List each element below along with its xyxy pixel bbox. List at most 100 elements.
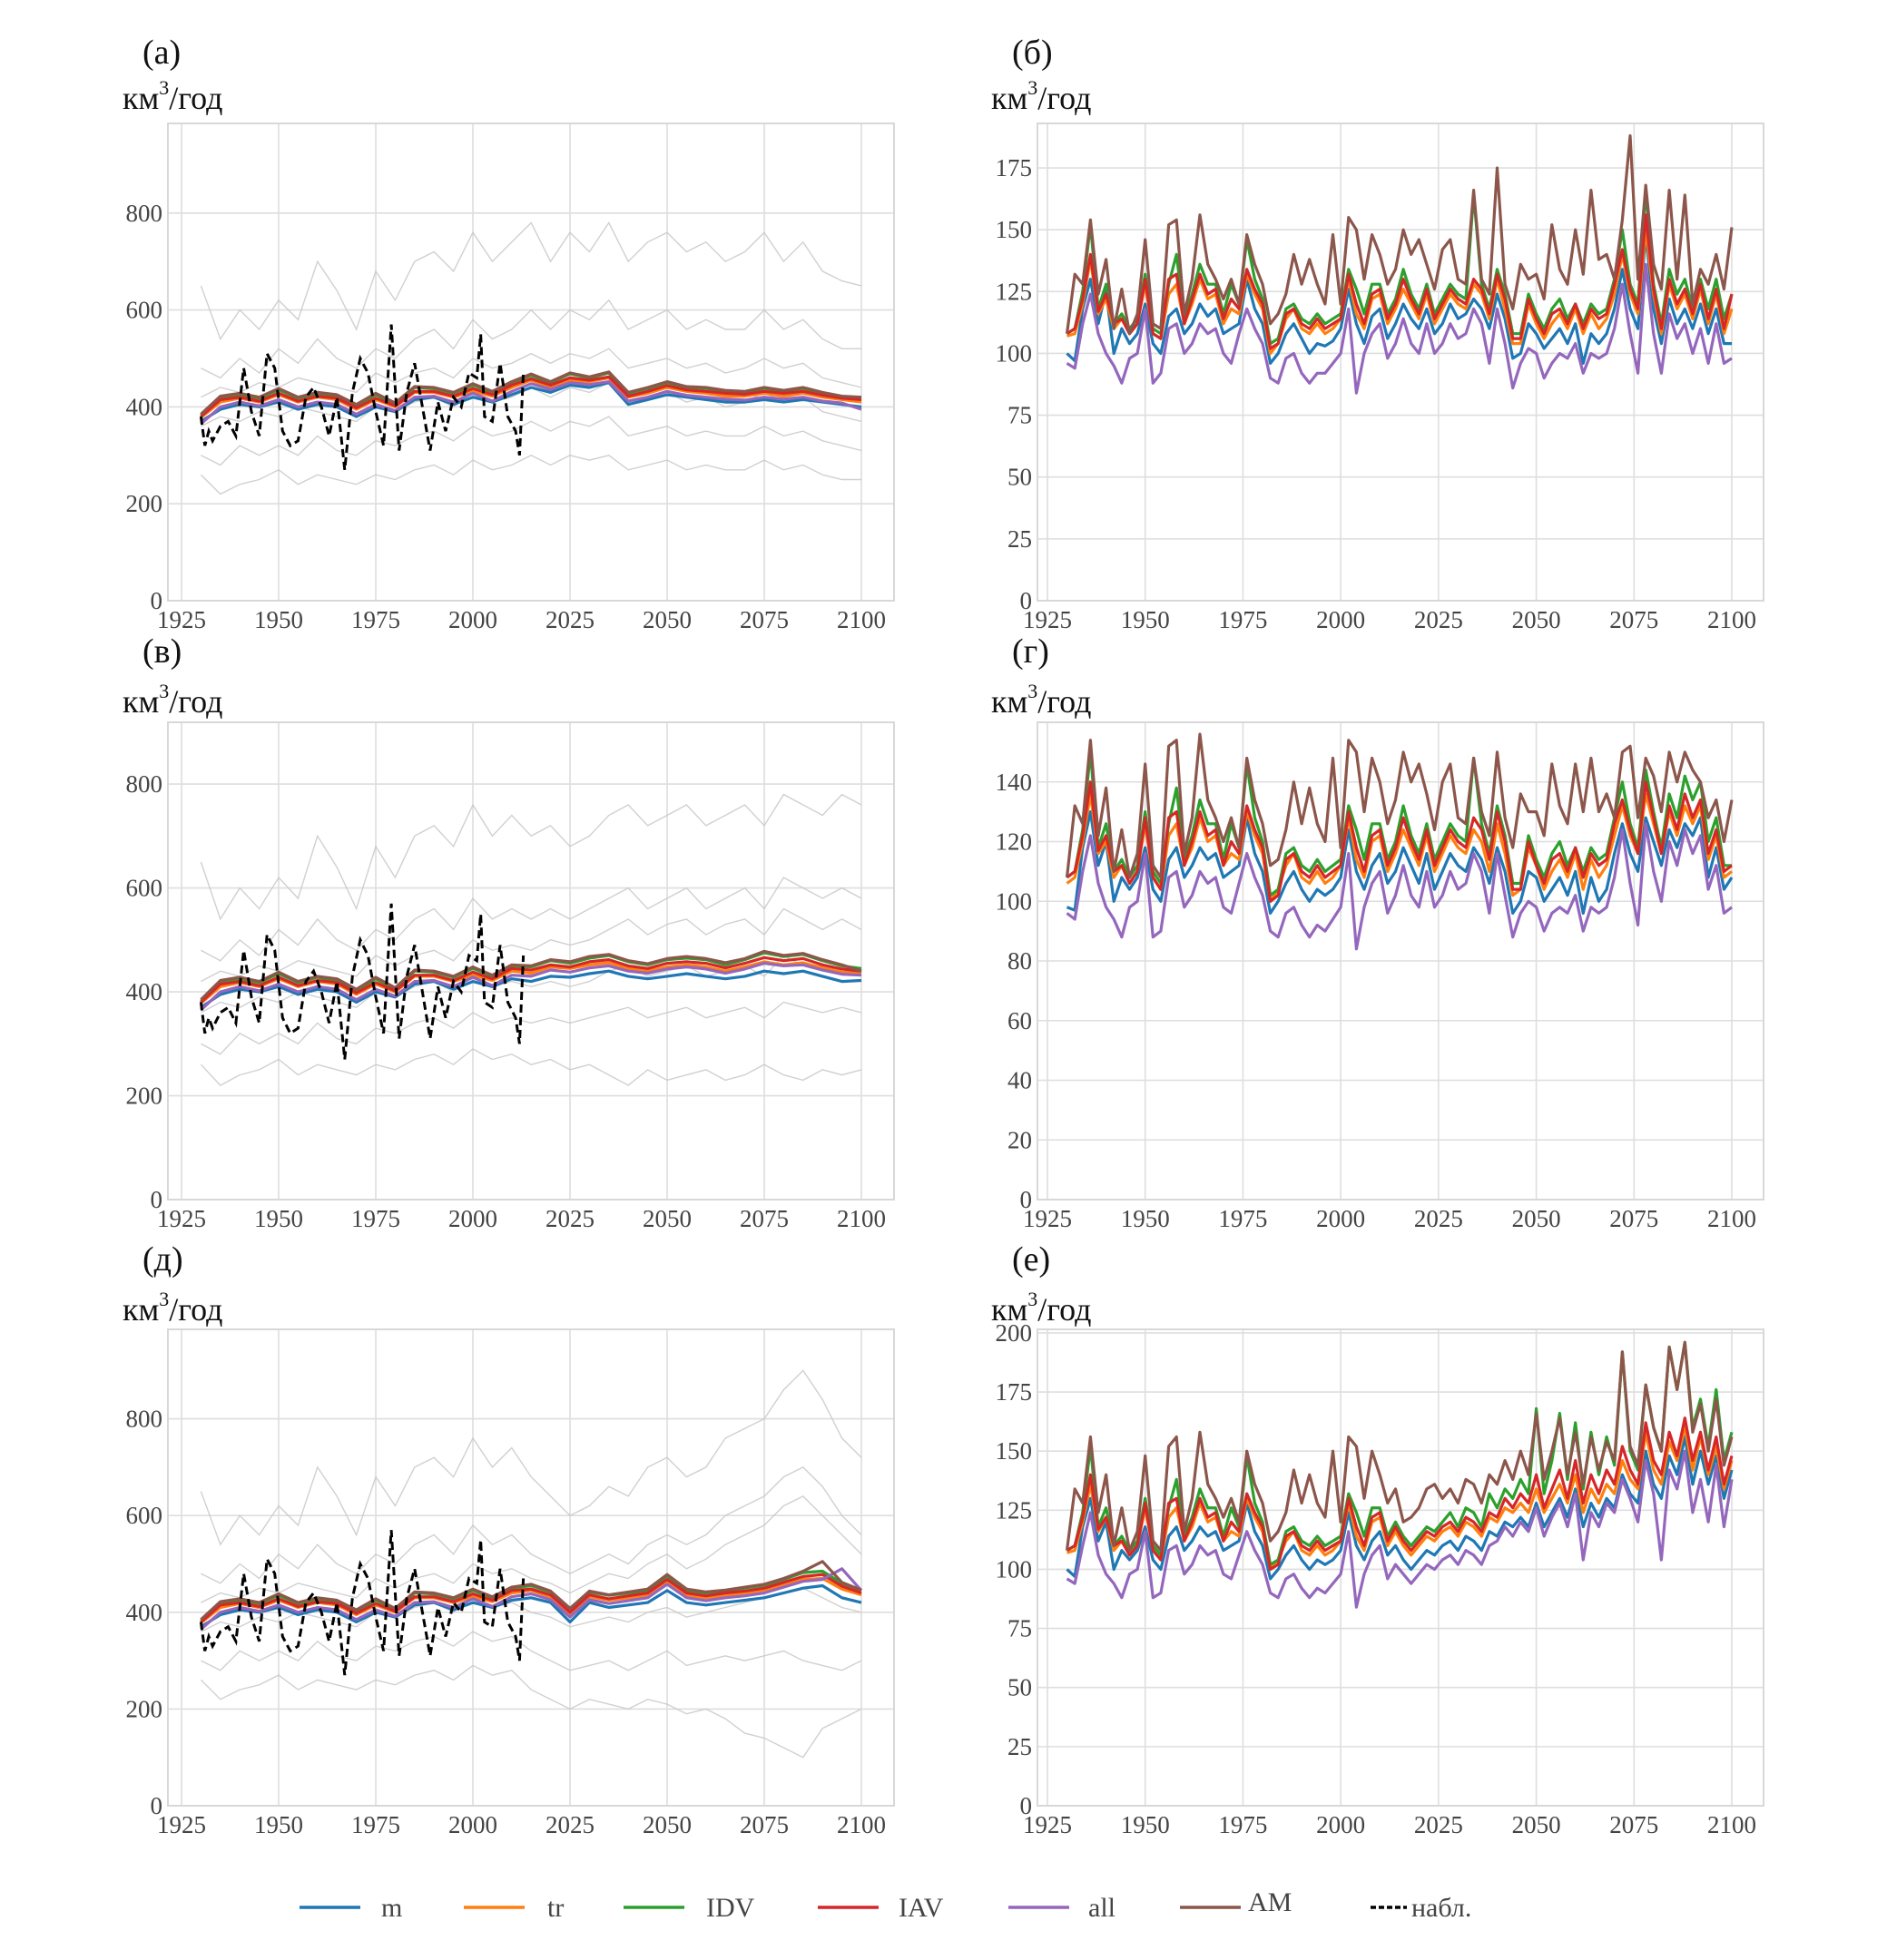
series-line-m <box>1066 233 1732 365</box>
x-tick-label: 2050 <box>1512 1811 1561 1838</box>
x-tick-label: 1925 <box>157 1205 206 1232</box>
x-tick-label: 1950 <box>1121 606 1170 633</box>
unit-superscript: 3 <box>1027 1288 1037 1310</box>
series-line-all <box>1066 262 1733 395</box>
plot-area <box>1065 1340 1734 1609</box>
x-tick-label: 2075 <box>1609 606 1658 633</box>
panel-label: (а) <box>143 34 181 72</box>
ensemble-member-line <box>201 907 862 983</box>
y-tick-label: 20 <box>1007 1126 1032 1153</box>
axes-frame <box>1037 1328 1764 1807</box>
x-tick-label: 2025 <box>1414 606 1463 633</box>
y-tick-label: 800 <box>126 770 163 798</box>
y-tick-label: 800 <box>126 200 163 227</box>
y-tick-label: 400 <box>126 393 163 420</box>
y-tick-label: 100 <box>996 339 1033 367</box>
y-tick-label: 75 <box>1007 1615 1032 1642</box>
y-tick-label: 125 <box>996 1496 1033 1524</box>
plot-area <box>199 221 862 495</box>
x-tick-label: 2000 <box>448 1811 497 1838</box>
ensemble-member-line <box>201 299 861 379</box>
ensemble-member-line <box>200 1664 862 1759</box>
x-tick-label: 2025 <box>545 606 595 633</box>
axes-frame <box>1037 721 1764 1200</box>
ensemble-member-line <box>200 221 862 341</box>
unit-base: км <box>123 683 159 720</box>
series-line-m <box>200 381 862 423</box>
series-line-m <box>200 969 862 1009</box>
panel-label: (в) <box>143 632 182 671</box>
ensemble-member-line <box>201 1631 862 1671</box>
x-tick-label: 1950 <box>254 1205 303 1232</box>
plot-area <box>1065 134 1734 395</box>
ensemble-member-line <box>200 1369 862 1546</box>
y-tick-label: 0 <box>151 1186 163 1213</box>
unit-suffix: /год <box>169 80 222 116</box>
y-tick-label: 40 <box>1007 1067 1032 1094</box>
legend-label: all <box>1088 1893 1115 1923</box>
y-tick-label: 60 <box>1007 1007 1032 1034</box>
x-tick-label: 1925 <box>157 1811 206 1838</box>
gridlines <box>1037 1329 1764 1807</box>
y-unit-label: км3/год <box>123 1288 222 1328</box>
unit-base: км <box>991 683 1027 720</box>
series-line-all <box>1066 1449 1734 1609</box>
plot-area <box>1065 732 1734 951</box>
panel-b: (б) км3/год 1925 1950 1975 2000 2025 2050 2075 21… <box>991 34 1764 633</box>
series-line-AM <box>200 949 862 1001</box>
x-tick-label: 1925 <box>157 606 206 633</box>
y-tick-label: 80 <box>1007 947 1032 975</box>
ensemble-member-line <box>200 793 862 921</box>
gridlines <box>168 1329 894 1807</box>
unit-suffix: /год <box>169 683 222 720</box>
y-tick-label: 0 <box>1020 1186 1033 1213</box>
y-tick-label: 400 <box>126 978 163 1005</box>
unit-base: км <box>991 1291 1027 1328</box>
ensemble-member-line <box>201 348 862 398</box>
plot-area <box>199 793 862 1086</box>
axes-frame <box>1037 122 1764 602</box>
y-tick-label: 175 <box>996 154 1033 181</box>
panel-label: (е) <box>1012 1240 1050 1279</box>
x-tick-label: 2100 <box>837 606 886 633</box>
series-line-AM <box>1065 134 1734 336</box>
y-tick-label: 200 <box>126 1695 163 1722</box>
x-tick-label: 2000 <box>448 1205 497 1232</box>
y-tick-label: 200 <box>996 1319 1033 1347</box>
observed-line <box>199 324 526 470</box>
series-line-IAV <box>1066 780 1733 903</box>
series-line-IAV <box>1066 213 1734 350</box>
unit-superscript: 3 <box>1027 76 1037 99</box>
x-tick-label: 2050 <box>643 1205 692 1232</box>
legend-label: m <box>381 1893 402 1923</box>
plot-area <box>199 1369 863 1759</box>
series-line-all <box>200 1567 863 1631</box>
gridlines <box>168 123 894 602</box>
y-tick-label: 150 <box>996 216 1033 243</box>
unit-suffix: /год <box>1037 80 1091 116</box>
x-tick-label: 2025 <box>545 1205 595 1232</box>
x-tick-label: 1950 <box>254 1811 303 1838</box>
x-tick-label: 2025 <box>1414 1205 1463 1232</box>
unit-suffix: /год <box>169 1291 222 1328</box>
legend-label: IDV <box>706 1893 755 1923</box>
unit-superscript: 3 <box>159 680 169 702</box>
legend-label: AM <box>1248 1887 1292 1917</box>
unit-base: км <box>991 80 1027 116</box>
series-line-AM <box>1065 732 1734 879</box>
series-line-AM <box>200 370 862 416</box>
legend-label: набл. <box>1411 1893 1471 1923</box>
y-tick-label: 200 <box>126 1083 163 1110</box>
y-unit-label: км3/год <box>991 76 1091 116</box>
panel-label: (г) <box>1012 632 1049 671</box>
y-tick-label: 800 <box>126 1406 163 1433</box>
series-line-m <box>200 1583 862 1629</box>
x-tick-label: 1975 <box>1218 1205 1267 1232</box>
y-unit-label: км3/год <box>123 76 222 116</box>
axes-frame <box>167 122 895 602</box>
panel-label: (д) <box>143 1240 183 1279</box>
axes-frame <box>167 1328 895 1807</box>
series-line-all <box>1066 822 1733 951</box>
